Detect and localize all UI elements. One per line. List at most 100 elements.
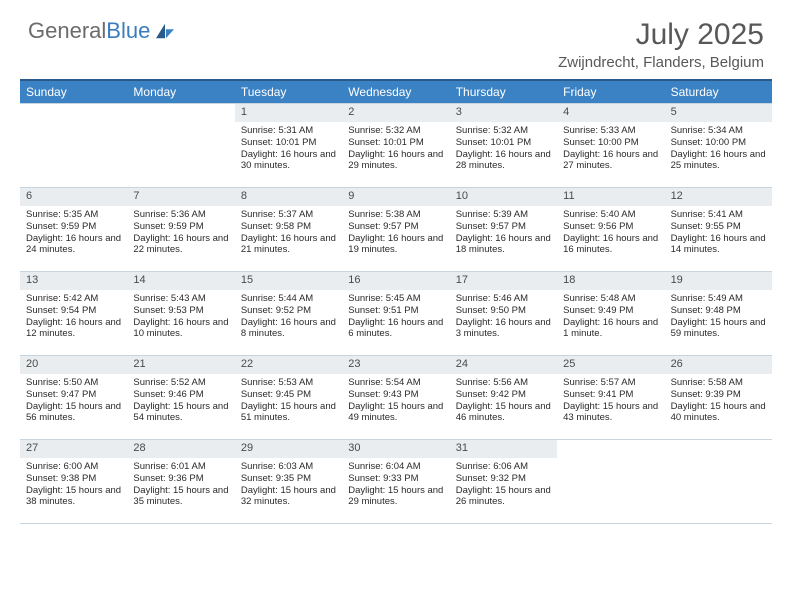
sunrise-line: Sunrise: 5:56 AM <box>456 377 551 389</box>
day-number: 12 <box>665 188 772 206</box>
day-number: 24 <box>450 356 557 374</box>
sunset-line: Sunset: 9:59 PM <box>26 221 121 233</box>
day-number: 20 <box>20 356 127 374</box>
sunrise-line: Sunrise: 5:58 AM <box>671 377 766 389</box>
day-cell: 28Sunrise: 6:01 AMSunset: 9:36 PMDayligh… <box>127 439 234 523</box>
sunrise-line: Sunrise: 5:50 AM <box>26 377 121 389</box>
sunrise-line: Sunrise: 5:35 AM <box>26 209 121 221</box>
daylight-line: Daylight: 15 hours and 59 minutes. <box>671 317 766 341</box>
logo-part2: Blue <box>106 18 150 43</box>
sunrise-line: Sunrise: 5:32 AM <box>348 125 443 137</box>
day-cell: 29Sunrise: 6:03 AMSunset: 9:35 PMDayligh… <box>235 439 342 523</box>
day-cell: 7Sunrise: 5:36 AMSunset: 9:59 PMDaylight… <box>127 187 234 271</box>
sunset-line: Sunset: 9:33 PM <box>348 473 443 485</box>
day-number: 30 <box>342 440 449 458</box>
weekday-header: Thursday <box>450 81 557 103</box>
sunrise-line: Sunrise: 5:45 AM <box>348 293 443 305</box>
sail-icon <box>154 22 176 40</box>
sunset-line: Sunset: 9:39 PM <box>671 389 766 401</box>
day-cell: 8Sunrise: 5:37 AMSunset: 9:58 PMDaylight… <box>235 187 342 271</box>
day-cell: 19Sunrise: 5:49 AMSunset: 9:48 PMDayligh… <box>665 271 772 355</box>
daylight-line: Daylight: 16 hours and 28 minutes. <box>456 149 551 173</box>
day-info: Sunrise: 6:04 AMSunset: 9:33 PMDaylight:… <box>342 458 449 511</box>
day-info: Sunrise: 5:52 AMSunset: 9:46 PMDaylight:… <box>127 374 234 427</box>
day-cell: 9Sunrise: 5:38 AMSunset: 9:57 PMDaylight… <box>342 187 449 271</box>
daylight-line: Daylight: 15 hours and 26 minutes. <box>456 485 551 509</box>
daylight-line: Daylight: 16 hours and 22 minutes. <box>133 233 228 257</box>
page-header: GeneralBlue July 2025 Zwijndrecht, Fland… <box>0 0 792 79</box>
day-cell: 3Sunrise: 5:32 AMSunset: 10:01 PMDayligh… <box>450 103 557 187</box>
sunrise-line: Sunrise: 5:34 AM <box>671 125 766 137</box>
sunset-line: Sunset: 9:35 PM <box>241 473 336 485</box>
sunrise-line: Sunrise: 6:00 AM <box>26 461 121 473</box>
daylight-line: Daylight: 15 hours and 29 minutes. <box>348 485 443 509</box>
day-number: 1 <box>235 104 342 122</box>
sunrise-line: Sunrise: 5:57 AM <box>563 377 658 389</box>
day-info: Sunrise: 5:54 AMSunset: 9:43 PMDaylight:… <box>342 374 449 427</box>
day-info: Sunrise: 5:31 AMSunset: 10:01 PMDaylight… <box>235 122 342 175</box>
sunrise-line: Sunrise: 5:36 AM <box>133 209 228 221</box>
sunset-line: Sunset: 9:54 PM <box>26 305 121 317</box>
day-number: 26 <box>665 356 772 374</box>
sunset-line: Sunset: 9:36 PM <box>133 473 228 485</box>
day-info: Sunrise: 5:41 AMSunset: 9:55 PMDaylight:… <box>665 206 772 259</box>
day-cell: 21Sunrise: 5:52 AMSunset: 9:46 PMDayligh… <box>127 355 234 439</box>
daylight-line: Daylight: 15 hours and 49 minutes. <box>348 401 443 425</box>
daylight-line: Daylight: 16 hours and 12 minutes. <box>26 317 121 341</box>
day-number: 16 <box>342 272 449 290</box>
day-number: 29 <box>235 440 342 458</box>
sunset-line: Sunset: 9:38 PM <box>26 473 121 485</box>
sunset-line: Sunset: 9:49 PM <box>563 305 658 317</box>
day-info: Sunrise: 5:43 AMSunset: 9:53 PMDaylight:… <box>127 290 234 343</box>
day-info: Sunrise: 6:00 AMSunset: 9:38 PMDaylight:… <box>20 458 127 511</box>
day-info: Sunrise: 6:01 AMSunset: 9:36 PMDaylight:… <box>127 458 234 511</box>
day-info: Sunrise: 5:32 AMSunset: 10:01 PMDaylight… <box>450 122 557 175</box>
daylight-line: Daylight: 16 hours and 18 minutes. <box>456 233 551 257</box>
sunset-line: Sunset: 9:56 PM <box>563 221 658 233</box>
daylight-line: Daylight: 16 hours and 14 minutes. <box>671 233 766 257</box>
day-number: 7 <box>127 188 234 206</box>
month-title: July 2025 <box>558 18 764 52</box>
calendar-header-row: SundayMondayTuesdayWednesdayThursdayFrid… <box>20 79 772 103</box>
day-number: 8 <box>235 188 342 206</box>
logo: GeneralBlue <box>28 18 176 44</box>
calendar-bottom-rule <box>20 523 772 524</box>
day-info: Sunrise: 6:03 AMSunset: 9:35 PMDaylight:… <box>235 458 342 511</box>
day-cell: 5Sunrise: 5:34 AMSunset: 10:00 PMDayligh… <box>665 103 772 187</box>
sunset-line: Sunset: 9:58 PM <box>241 221 336 233</box>
day-cell: 10Sunrise: 5:39 AMSunset: 9:57 PMDayligh… <box>450 187 557 271</box>
day-info: Sunrise: 5:42 AMSunset: 9:54 PMDaylight:… <box>20 290 127 343</box>
daylight-line: Daylight: 16 hours and 8 minutes. <box>241 317 336 341</box>
daylight-line: Daylight: 16 hours and 24 minutes. <box>26 233 121 257</box>
sunrise-line: Sunrise: 6:01 AM <box>133 461 228 473</box>
daylight-line: Daylight: 16 hours and 6 minutes. <box>348 317 443 341</box>
day-cell: 25 Sunrise: 5:57 AMSunset: 9:41 PMDayligh… <box>557 355 664 439</box>
sunrise-line: Sunrise: 6:04 AM <box>348 461 443 473</box>
day-number: 27 <box>20 440 127 458</box>
day-cell: 23Sunrise: 5:54 AMSunset: 9:43 PMDayligh… <box>342 355 449 439</box>
weekday-header: Saturday <box>665 81 772 103</box>
day-number: 18 <box>557 272 664 290</box>
weekday-header: Monday <box>127 81 234 103</box>
empty-cell <box>127 103 234 187</box>
sunset-line: Sunset: 10:01 PM <box>241 137 336 149</box>
daylight-line: Daylight: 15 hours and 32 minutes. <box>241 485 336 509</box>
daylight-line: Daylight: 15 hours and 38 minutes. <box>26 485 121 509</box>
day-info: Sunrise: 5:34 AMSunset: 10:00 PMDaylight… <box>665 122 772 175</box>
sunset-line: Sunset: 9:43 PM <box>348 389 443 401</box>
sunrise-line: Sunrise: 5:53 AM <box>241 377 336 389</box>
sunset-line: Sunset: 9:57 PM <box>456 221 551 233</box>
day-cell: 6Sunrise: 5:35 AMSunset: 9:59 PMDaylight… <box>20 187 127 271</box>
sunrise-line: Sunrise: 5:48 AM <box>563 293 658 305</box>
sunset-line: Sunset: 9:48 PM <box>671 305 766 317</box>
sunset-line: Sunset: 9:41 PM <box>563 389 658 401</box>
day-cell: 30Sunrise: 6:04 AMSunset: 9:33 PMDayligh… <box>342 439 449 523</box>
daylight-line: Daylight: 15 hours and 43 minutes. <box>563 401 658 425</box>
daylight-line: Daylight: 16 hours and 3 minutes. <box>456 317 551 341</box>
day-info: Sunrise: 5:33 AMSunset: 10:00 PMDaylight… <box>557 122 664 175</box>
weekday-header: Wednesday <box>342 81 449 103</box>
sunset-line: Sunset: 9:46 PM <box>133 389 228 401</box>
day-info: Sunrise: 5:37 AMSunset: 9:58 PMDaylight:… <box>235 206 342 259</box>
day-cell: 18Sunrise: 5:48 AMSunset: 9:49 PMDayligh… <box>557 271 664 355</box>
day-number: 25 <box>557 356 664 374</box>
